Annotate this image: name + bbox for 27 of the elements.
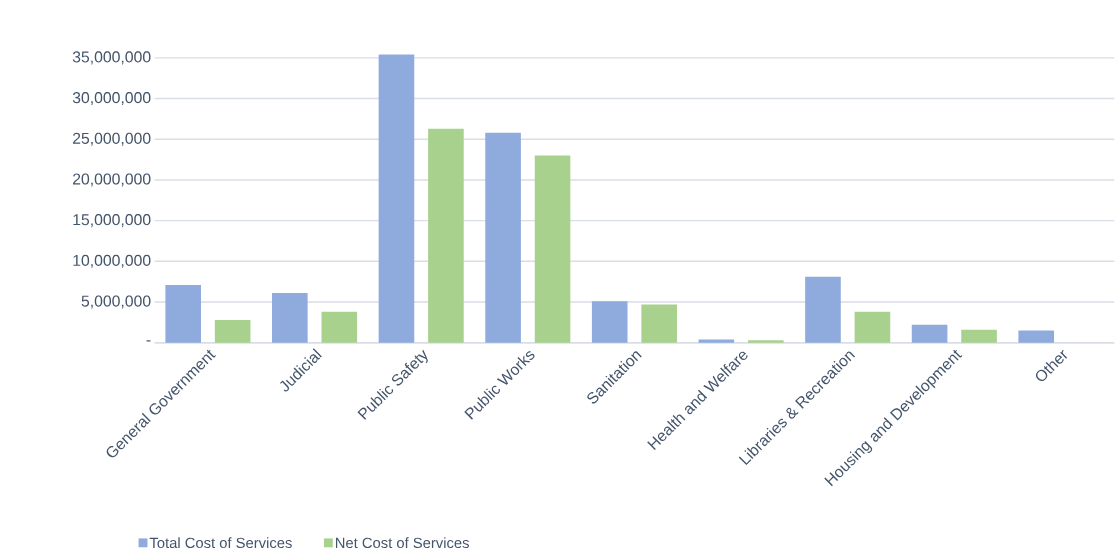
- y-tick-label: 15,000,000: [73, 213, 151, 227]
- bar: [748, 340, 784, 343]
- legend-label: Net Cost of Services: [335, 537, 469, 548]
- bar: [534, 155, 571, 343]
- y-tick-label: 10,000,000: [73, 254, 151, 268]
- y-tick-label: 25,000,000: [73, 132, 151, 146]
- bar: [961, 329, 997, 343]
- bar: [1018, 330, 1055, 343]
- bar: [321, 311, 358, 343]
- y-tick-label: 30,000,000: [72, 91, 151, 105]
- bar: [698, 339, 735, 343]
- legend-label: Total Cost of Services: [149, 537, 292, 548]
- y-tick-label: -: [146, 340, 151, 342]
- bar: [641, 304, 677, 343]
- bar: [805, 276, 841, 343]
- bar: [911, 324, 948, 343]
- bar: [272, 292, 308, 343]
- bar: [485, 132, 521, 343]
- y-tick-label: 20,000,000: [73, 173, 151, 187]
- y-tick-label: 35,000,000: [72, 51, 151, 65]
- bar: [214, 319, 251, 343]
- bar: [428, 128, 464, 343]
- bar: [165, 284, 202, 343]
- bar: [854, 311, 891, 343]
- bar: [378, 54, 415, 343]
- bar: [591, 301, 628, 343]
- y-tick-label: 5,000,000: [81, 295, 151, 309]
